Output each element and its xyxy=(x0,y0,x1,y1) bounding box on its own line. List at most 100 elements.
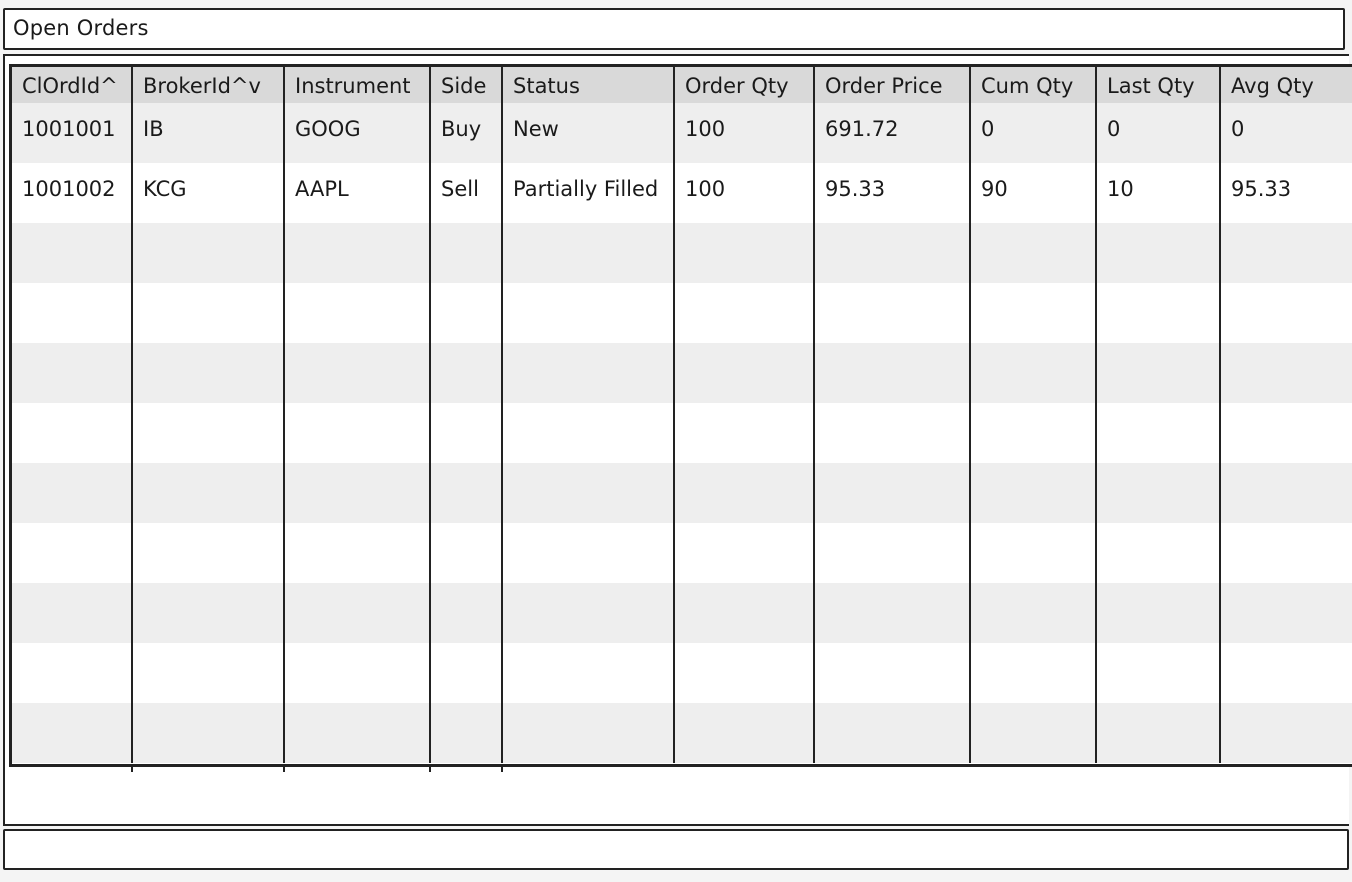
cell-order-price xyxy=(814,583,971,643)
cell-avg-qty xyxy=(1220,223,1352,283)
cell-avg-qty xyxy=(1220,523,1352,583)
cell-order-qty xyxy=(674,583,815,643)
cell-brokerid xyxy=(132,223,285,283)
column-tick xyxy=(501,765,503,772)
table-row[interactable] xyxy=(12,343,1352,403)
cell-last-qty xyxy=(1096,583,1221,643)
cell-brokerid xyxy=(132,343,285,403)
cell-avg-qty: 95.33 xyxy=(1231,177,1292,201)
cell-status xyxy=(502,463,675,523)
cell-clordid xyxy=(12,643,133,703)
cell-last-qty xyxy=(1096,403,1221,463)
cell-status xyxy=(502,523,675,583)
table-row[interactable] xyxy=(12,403,1352,463)
cell-brokerid xyxy=(132,643,285,703)
table-row[interactable] xyxy=(12,283,1352,343)
column-header-last-qty[interactable]: Last Qty xyxy=(1096,67,1221,103)
cell-status xyxy=(502,343,675,403)
cell-order-qty xyxy=(674,523,815,583)
column-header-order-price[interactable]: Order Price xyxy=(814,67,971,103)
cell-status xyxy=(502,403,675,463)
cell-last-qty xyxy=(1096,703,1221,763)
cell-order-price xyxy=(814,463,971,523)
cell-instrument: GOOG xyxy=(284,103,431,163)
cell-brokerid xyxy=(132,703,285,763)
window-title-bar: Open Orders xyxy=(3,8,1345,50)
cell-status: New xyxy=(502,103,675,163)
column-header-clordid[interactable]: ClOrdId^ xyxy=(12,67,133,103)
cell-brokerid: IB xyxy=(132,103,285,163)
column-header-instrument[interactable]: Instrument xyxy=(284,67,431,103)
cell-cum-qty xyxy=(970,343,1097,403)
cell-brokerid xyxy=(132,463,285,523)
cell-status xyxy=(502,583,675,643)
cell-avg-qty xyxy=(1220,583,1352,643)
orders-grid[interactable]: ClOrdId^ BrokerId^v Instrument Side Stat… xyxy=(9,64,1352,767)
cell-side: Buy xyxy=(430,103,503,163)
cell-clordid xyxy=(12,223,133,283)
cell-last-qty xyxy=(1096,223,1221,283)
cell-instrument xyxy=(284,583,431,643)
cell-side xyxy=(430,343,503,403)
table-row[interactable] xyxy=(12,583,1352,643)
cell-side xyxy=(430,283,503,343)
cell-order-price xyxy=(814,343,971,403)
cell-last-qty xyxy=(1096,283,1221,343)
cell-status xyxy=(502,703,675,763)
column-header-order-qty[interactable]: Order Qty xyxy=(674,67,815,103)
cell-brokerid xyxy=(132,523,285,583)
cell-cum-qty xyxy=(970,403,1097,463)
cell-side xyxy=(430,583,503,643)
table-row[interactable]: 1001001 IB GOOG Buy New 100 691.72 0 0 0 xyxy=(12,103,1352,163)
cell-clordid xyxy=(12,583,133,643)
header-row: ClOrdId^ BrokerId^v Instrument Side Stat… xyxy=(12,67,1352,103)
cell-instrument xyxy=(284,703,431,763)
column-header-cum-qty[interactable]: Cum Qty xyxy=(970,67,1097,103)
cell-cum-qty xyxy=(970,223,1097,283)
cell-cum-qty xyxy=(970,463,1097,523)
cell-instrument xyxy=(284,343,431,403)
cell-order-qty xyxy=(674,643,815,703)
cell-order-qty xyxy=(674,283,815,343)
cell-status xyxy=(502,223,675,283)
orders-table: ClOrdId^ BrokerId^v Instrument Side Stat… xyxy=(12,67,1352,763)
cell-avg-qty xyxy=(1220,403,1352,463)
cell-instrument xyxy=(284,643,431,703)
cell-instrument xyxy=(284,463,431,523)
cell-order-price xyxy=(814,703,971,763)
table-row[interactable]: 1001002 KCG AAPL Sell Partially Filled 1… xyxy=(12,163,1352,223)
cell-brokerid xyxy=(132,583,285,643)
column-header-status[interactable]: Status xyxy=(502,67,675,103)
cell-order-price xyxy=(814,283,971,343)
table-row[interactable] xyxy=(12,463,1352,523)
column-header-side[interactable]: Side xyxy=(430,67,503,103)
cell-cum-qty: 0 xyxy=(970,103,1097,163)
cell-order-qty xyxy=(674,703,815,763)
cell-cum-qty xyxy=(970,523,1097,583)
cell-order-qty xyxy=(674,403,815,463)
table-row[interactable] xyxy=(12,703,1352,763)
column-header-avg-qty[interactable]: Avg Qty xyxy=(1231,74,1314,98)
cell-order-price xyxy=(814,643,971,703)
cell-avg-qty xyxy=(1220,703,1352,763)
cell-instrument xyxy=(284,523,431,583)
column-header-brokerid[interactable]: BrokerId^v xyxy=(132,67,285,103)
cell-order-qty xyxy=(674,223,815,283)
cell-instrument xyxy=(284,223,431,283)
cell-cum-qty xyxy=(970,283,1097,343)
cell-status xyxy=(502,283,675,343)
column-tick xyxy=(429,765,431,772)
table-row[interactable] xyxy=(12,523,1352,583)
cell-instrument xyxy=(284,283,431,343)
cell-brokerid xyxy=(132,283,285,343)
status-bar xyxy=(3,829,1349,870)
table-row[interactable] xyxy=(12,643,1352,703)
cell-last-qty: 10 xyxy=(1096,163,1221,223)
cell-instrument: AAPL xyxy=(284,163,431,223)
cell-order-price xyxy=(814,403,971,463)
cell-status xyxy=(502,643,675,703)
cell-side xyxy=(430,523,503,583)
cell-avg-qty xyxy=(1220,343,1352,403)
table-row[interactable] xyxy=(12,223,1352,283)
